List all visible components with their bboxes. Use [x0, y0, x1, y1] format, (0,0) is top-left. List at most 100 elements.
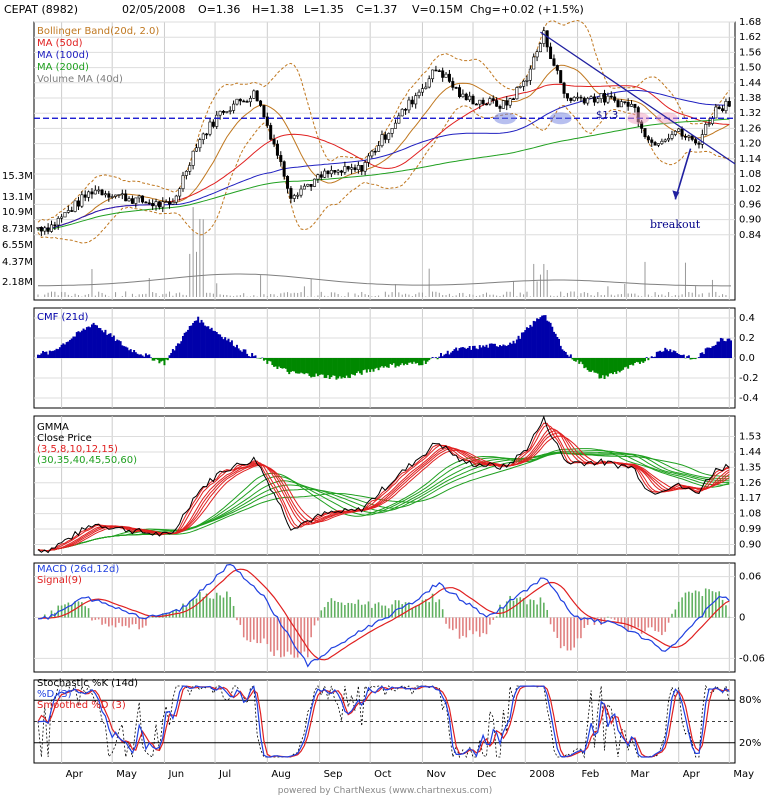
- volume-y-tick: 8.73M: [2, 224, 33, 235]
- volume-y-tick: 4.37M: [2, 257, 33, 268]
- candle-body: [326, 170, 330, 175]
- candle-body: [313, 178, 317, 187]
- candle-body: [70, 210, 74, 212]
- candle-body: [259, 100, 263, 106]
- candle-body: [117, 194, 121, 196]
- high-label: H=1.38: [252, 3, 294, 16]
- candle-body: [225, 111, 229, 113]
- candle-body: [333, 170, 337, 173]
- y-ticks: 1.68 1.62 1.56 1.50 1.44 1.38 1.32 1.26 1.20 1.14…: [2, 17, 765, 749]
- candle-body: [178, 188, 182, 197]
- candle-body: [370, 150, 374, 157]
- candle-body: [663, 139, 667, 142]
- candle-body: [211, 121, 215, 127]
- legend-gmma-long: (30,35,40,45,50,60): [37, 455, 137, 466]
- cmf-y-tick: 0.4: [739, 313, 755, 324]
- candle-body: [63, 212, 67, 218]
- candle-body: [49, 224, 53, 232]
- candle-body: [694, 139, 698, 144]
- candle-body: [700, 134, 704, 145]
- candle-body: [265, 116, 269, 126]
- candle-body: [292, 195, 296, 199]
- candle-body: [353, 167, 357, 170]
- candle-body: [717, 106, 721, 109]
- candle-body: [532, 56, 536, 70]
- candle-body: [191, 150, 195, 166]
- macd-y-tick: -0.06: [739, 653, 765, 664]
- candle-body: [272, 139, 276, 145]
- legend-cmf: CMF (21d): [37, 312, 89, 323]
- candle-body: [90, 191, 94, 195]
- x-tick-label: Mar: [630, 769, 650, 780]
- symbol-label: CEPAT (8982): [4, 3, 78, 16]
- legend-bollinger: Bollinger Band(20d, 2.0): [37, 26, 159, 37]
- breakout-arrowhead: [672, 190, 680, 200]
- open-label: O=1.36: [198, 3, 240, 16]
- volume-y-tick: 6.55M: [2, 240, 33, 251]
- candle-body: [198, 139, 202, 149]
- date-label: 02/05/2008: [122, 3, 185, 16]
- stoch-d-line: [38, 685, 730, 758]
- candle-body: [390, 128, 394, 134]
- candle-body: [474, 103, 478, 106]
- candle-body: [208, 121, 212, 135]
- candle-body: [441, 70, 445, 78]
- candle-body: [87, 191, 91, 198]
- candle-body: [451, 81, 455, 88]
- candle-body: [114, 194, 118, 197]
- candle-body: [323, 170, 327, 178]
- candle-body: [616, 100, 620, 108]
- close-label: C=1.37: [356, 3, 397, 16]
- candle-body: [248, 98, 252, 103]
- candle-body: [485, 103, 489, 106]
- stoch-y-tick: 80%: [739, 695, 761, 706]
- candle-body: [373, 150, 377, 153]
- candle-body: [232, 103, 236, 111]
- candle-body: [252, 90, 256, 99]
- macd-line: [37, 563, 730, 668]
- candle-body: [431, 69, 435, 80]
- candle-body: [653, 142, 657, 146]
- candle-body: [650, 139, 654, 143]
- candle-body: [619, 101, 623, 108]
- candle-body: [623, 101, 627, 103]
- price-y-tick: 1.56: [739, 47, 761, 58]
- candle-body: [319, 174, 323, 178]
- legend-stoch-d: %D (3): [37, 689, 72, 700]
- candle-body: [147, 202, 151, 205]
- candle-body: [302, 185, 306, 190]
- candle-body: [599, 93, 603, 99]
- legend-ma50: MA (50d): [37, 38, 83, 49]
- candle-body: [690, 135, 694, 140]
- volume-ma-line: [37, 273, 731, 287]
- candle-body: [491, 98, 495, 101]
- candle-body: [481, 99, 485, 105]
- legend-ma200: MA (200d): [37, 62, 89, 73]
- candle-body: [511, 98, 515, 100]
- x-tick-label: Sep: [324, 769, 343, 780]
- gmma-y-tick: 1.53: [739, 432, 761, 443]
- candle-body: [60, 216, 64, 219]
- grid: [34, 21, 735, 763]
- candle-body: [538, 43, 542, 53]
- candle-body: [141, 195, 145, 203]
- gmma-y-tick: 1.08: [739, 509, 761, 520]
- candle-body: [427, 78, 431, 88]
- candle-body: [296, 194, 300, 197]
- x-tick-label: Jul: [218, 769, 231, 780]
- candle-body: [380, 134, 384, 147]
- highlight-ellipse: [627, 112, 650, 125]
- candle-body: [93, 189, 97, 195]
- candle-body: [127, 198, 131, 202]
- x-tick-label: Jun: [167, 769, 184, 780]
- candle-body: [461, 93, 465, 97]
- candle-body: [680, 128, 684, 137]
- candle-body: [245, 101, 249, 103]
- candle-body: [181, 175, 185, 190]
- candle-body: [43, 227, 47, 232]
- bollinger-upper: [37, 19, 730, 223]
- candle-body: [579, 96, 583, 99]
- gmma-long-line: [37, 449, 730, 552]
- candle-body: [164, 201, 168, 203]
